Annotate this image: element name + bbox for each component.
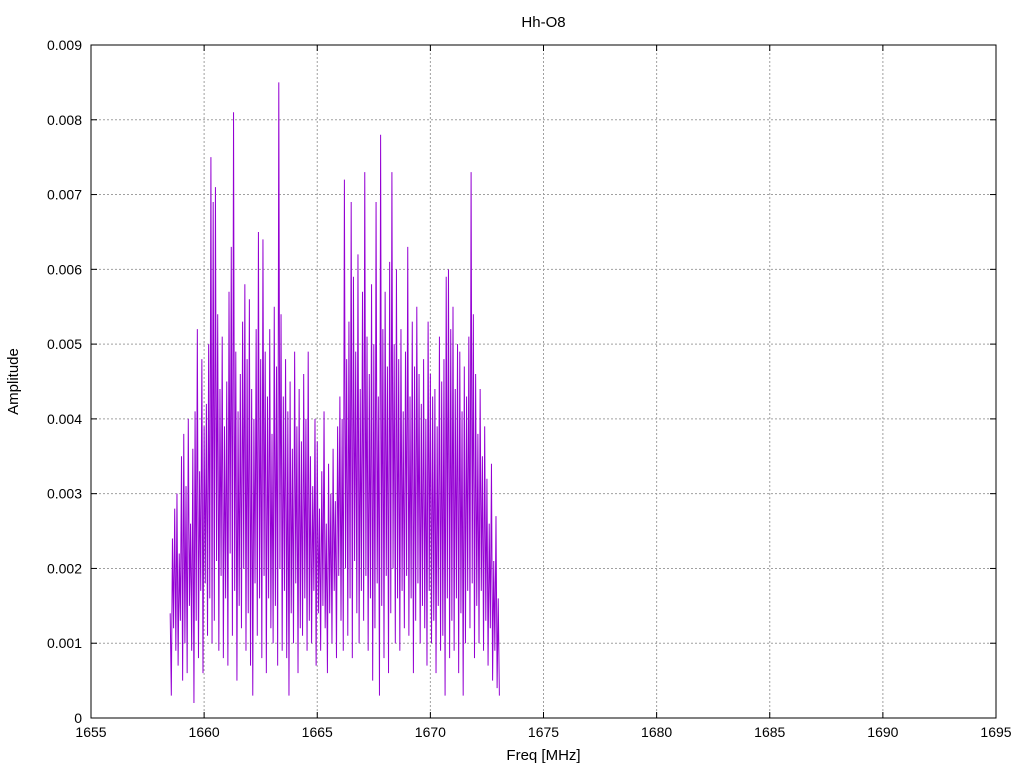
- x-tick-label: 1665: [302, 724, 333, 740]
- y-tick-label: 0.007: [47, 187, 82, 203]
- x-tick-label: 1680: [641, 724, 672, 740]
- grid-lines: [91, 45, 996, 718]
- x-tick-label: 1660: [189, 724, 220, 740]
- axis-ticks: [90, 44, 997, 719]
- y-tick-label: 0.005: [47, 336, 82, 352]
- x-tick-label: 1690: [867, 724, 898, 740]
- x-axis-label: Freq [MHz]: [506, 747, 580, 764]
- y-axis-label: Amplitude: [5, 348, 22, 415]
- y-tick-label: 0.001: [47, 635, 82, 651]
- y-tick-label: 0.006: [47, 261, 82, 277]
- y-tick-label: 0: [74, 710, 82, 726]
- y-tick-label: 0.004: [47, 411, 82, 427]
- x-tick-labels: 1655 1660 1665 1670 1675 1680 1685 1690 1695: [75, 724, 1011, 740]
- x-tick-label: 1670: [415, 724, 446, 740]
- y-tick-label: 0.003: [47, 486, 82, 502]
- x-tick-label: 1685: [754, 724, 785, 740]
- spectrum-line: [169, 82, 500, 704]
- y-tick-label: 0.009: [47, 37, 82, 53]
- y-tick-label: 0.002: [47, 560, 82, 576]
- x-tick-label: 1655: [75, 724, 106, 740]
- x-tick-label: 1695: [980, 724, 1011, 740]
- data-series: [169, 82, 500, 704]
- y-tick-label: 0.008: [47, 112, 82, 128]
- y-tick-labels: 0 0.001 0.002 0.003 0.004 0.005 0.006 0.007 0.00…: [47, 37, 82, 726]
- x-tick-label: 1675: [528, 724, 559, 740]
- chart-title: Hh-O8: [521, 14, 565, 31]
